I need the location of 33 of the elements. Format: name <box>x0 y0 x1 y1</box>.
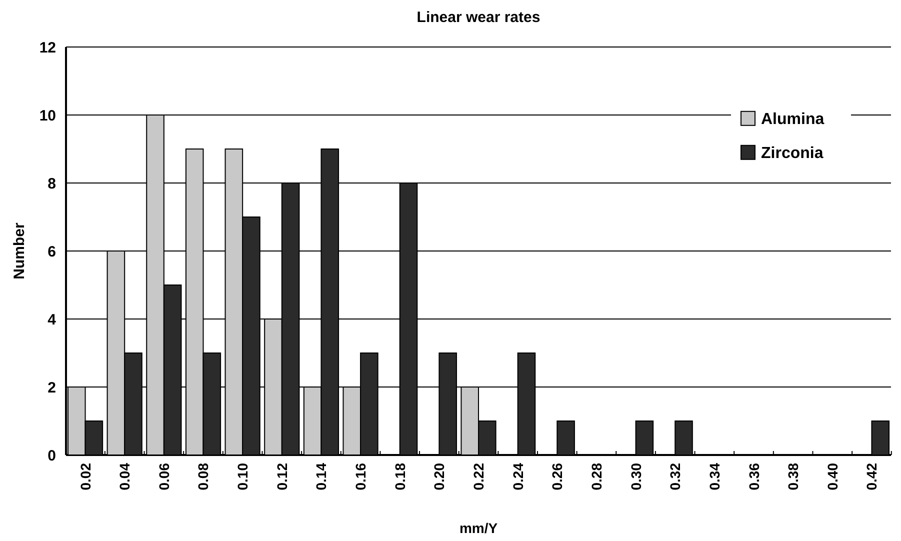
x-tick-label: 0.30 <box>628 462 644 490</box>
y-tick-label: 10 <box>39 107 56 124</box>
x-tick-label: 0.12 <box>274 462 290 490</box>
legend-label: Alumina <box>761 111 824 128</box>
y-tick-label: 8 <box>48 175 56 192</box>
x-tick-label: 0.04 <box>116 462 133 490</box>
x-tick-label: 0.18 <box>392 462 408 490</box>
x-tick-label: 0.10 <box>234 462 251 490</box>
x-tick-label: 0.06 <box>156 462 172 490</box>
x-tick-label: 0.34 <box>706 462 722 490</box>
x-tick-label: 0.16 <box>352 462 369 490</box>
x-tick-label: 0.14 <box>313 462 330 490</box>
x-tick-label: 0.20 <box>431 462 448 490</box>
x-tick-label: 0.02 <box>77 462 94 490</box>
y-tick-label: 4 <box>48 311 57 328</box>
x-tick-label: 0.22 <box>470 462 486 490</box>
x-tick-label: 0.26 <box>549 462 566 490</box>
x-tick-label: 0.40 <box>824 462 840 490</box>
y-tick-label: 0 <box>48 447 56 464</box>
chart-title: Linear wear rates <box>416 9 540 26</box>
x-tick-label: 0.24 <box>510 462 526 490</box>
y-tick-label: 6 <box>48 243 56 260</box>
y-tick-label: 12 <box>39 39 56 56</box>
y-axis-title: Number <box>11 222 28 280</box>
x-axis-title: mm/Y <box>459 520 498 536</box>
x-tick-label: 0.42 <box>864 462 880 490</box>
legend-label: Zirconia <box>761 145 824 162</box>
x-tick-label: 0.32 <box>667 462 684 490</box>
x-tick-label: 0.36 <box>746 462 762 490</box>
x-tick-label: 0.38 <box>785 462 802 490</box>
x-tick-label: 0.08 <box>195 462 212 490</box>
y-tick-label: 2 <box>48 379 56 396</box>
x-tick-label: 0.28 <box>588 462 604 490</box>
